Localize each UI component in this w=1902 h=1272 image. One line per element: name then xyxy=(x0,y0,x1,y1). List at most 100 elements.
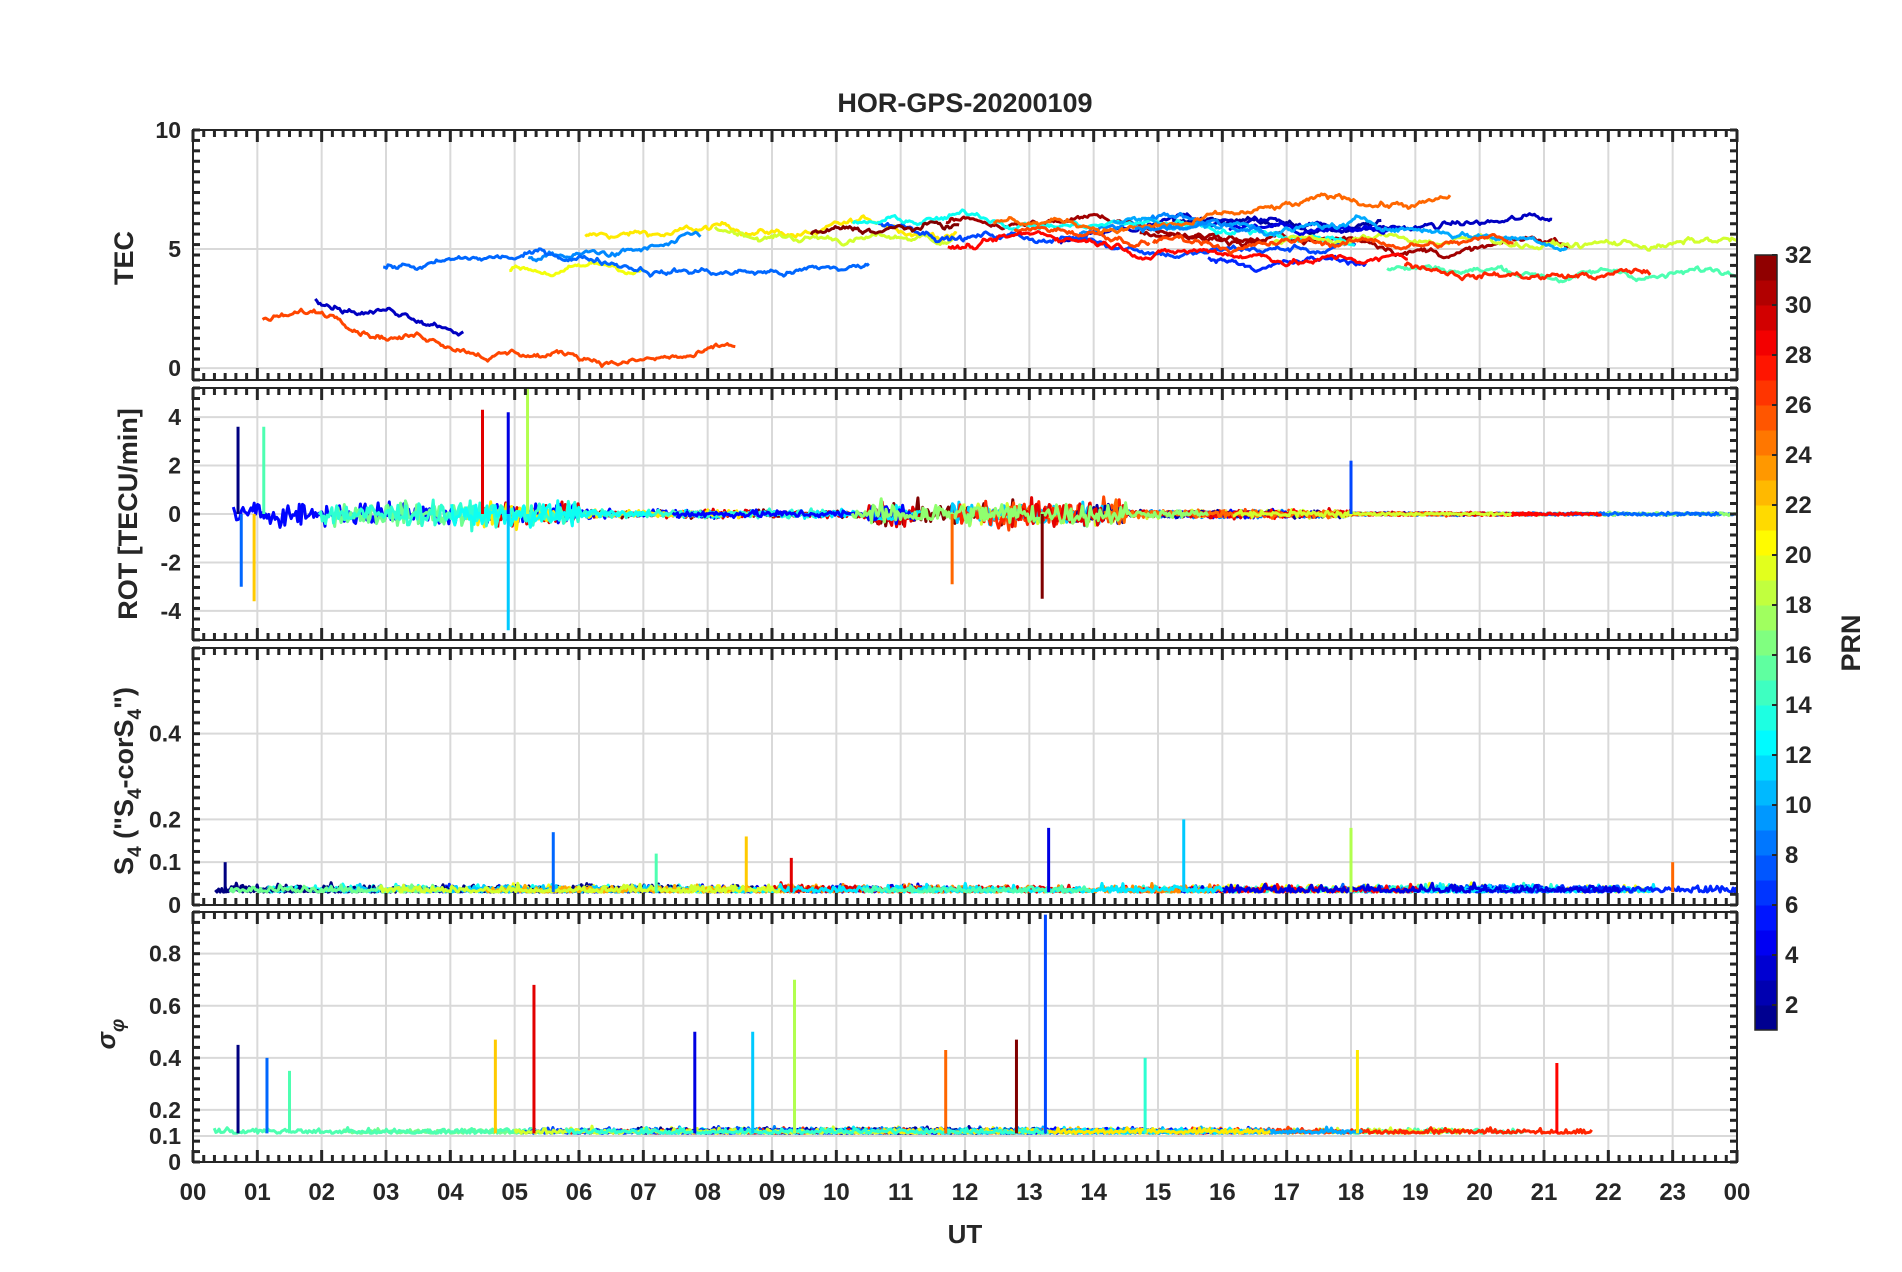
x-tick-label: 18 xyxy=(1338,1179,1365,1206)
y-tick-label: -4 xyxy=(161,598,182,624)
colorbar-segment xyxy=(1755,655,1777,681)
colorbar-segment xyxy=(1755,955,1777,981)
x-tick-label: 23 xyxy=(1659,1179,1686,1206)
prn-trace xyxy=(565,1125,1049,1135)
prn-trace xyxy=(945,212,1263,248)
colorbar-segment xyxy=(1755,780,1777,806)
y-tick-label: 10 xyxy=(155,117,181,143)
colorbar-segment xyxy=(1755,605,1777,631)
colorbar-segment xyxy=(1755,880,1777,906)
colorbar-tick-label: 16 xyxy=(1785,642,1812,669)
prn-trace xyxy=(1232,509,1513,519)
prn-trace xyxy=(874,1126,1271,1135)
colorbar-segment xyxy=(1755,530,1777,556)
prn-trace xyxy=(671,503,917,526)
y-axis-labels: TEC ROT [TECU/min] S4 ("S4-corS4") σφ xyxy=(91,231,146,1049)
colorbar-segment xyxy=(1755,280,1777,306)
colorbar-label: PRN xyxy=(1836,614,1866,671)
prn-trace xyxy=(809,220,960,236)
y-tick-label: 0.4 xyxy=(149,1045,181,1071)
x-tick-label: 15 xyxy=(1145,1179,1172,1206)
y-tick-label: 0.2 xyxy=(149,806,181,832)
x-tick-label: 06 xyxy=(566,1179,593,1206)
tec-y-label: TEC xyxy=(109,231,139,285)
x-tick-label: 10 xyxy=(823,1179,850,1206)
colorbar-segment xyxy=(1755,980,1777,1006)
x-tick-label: 00 xyxy=(180,1179,207,1206)
rot-panel: -4 -2 0 2 4 xyxy=(161,386,1739,642)
colorbar-segment xyxy=(1755,730,1777,756)
y-tick-label: 5 xyxy=(168,236,181,262)
y-tick-label: 0.1 xyxy=(149,849,181,875)
trace-group xyxy=(212,914,1593,1135)
x-tick-label: 11 xyxy=(888,1179,913,1206)
y-tick-label: 0.2 xyxy=(149,1097,181,1123)
y-tick-label: 0.1 xyxy=(149,1123,181,1149)
trace-group xyxy=(261,192,1738,369)
prn-trace xyxy=(713,225,956,247)
prn-trace xyxy=(1403,261,1652,282)
colorbar-tick-label: 24 xyxy=(1785,442,1812,469)
prn-trace xyxy=(450,499,654,529)
y-tick-label: 0.4 xyxy=(149,721,181,747)
prn-trace xyxy=(861,884,1092,894)
colorbar-segment xyxy=(1755,555,1777,581)
colorbar-segment xyxy=(1755,830,1777,856)
y-tick-label: 0 xyxy=(168,501,181,527)
x-tick-label: 17 xyxy=(1273,1179,1300,1206)
colorbar-segment xyxy=(1755,480,1777,506)
y-tick-label: 0 xyxy=(168,1149,181,1175)
trace-group xyxy=(214,819,1738,894)
x-tick-label: 21 xyxy=(1531,1179,1558,1206)
colorbar-segment xyxy=(1755,330,1777,356)
colorbar-segment xyxy=(1755,380,1777,406)
x-tick-label: 02 xyxy=(308,1179,335,1206)
x-tick-label: 01 xyxy=(244,1179,271,1206)
colorbar-segment xyxy=(1755,355,1777,381)
x-tick-label: 08 xyxy=(694,1179,721,1206)
rot-y-label: ROT [TECU/min] xyxy=(113,408,143,619)
x-tick-label: 16 xyxy=(1209,1179,1236,1206)
colorbar-segment xyxy=(1755,405,1777,431)
x-tick-label: 14 xyxy=(1080,1179,1107,1206)
x-tick-label: 19 xyxy=(1402,1179,1429,1206)
colorbar-tick-label: 28 xyxy=(1785,342,1812,369)
colorbar-tick-label: 30 xyxy=(1785,292,1812,319)
colorbar-segment xyxy=(1755,1005,1777,1031)
sigma-phi-panel: 00.10.2 0.4 0.6 0.8 xyxy=(149,910,1739,1175)
colorbar-segment xyxy=(1755,805,1777,831)
y-tick-label: 2 xyxy=(168,453,181,479)
s4-panel: 0 0.1 0.2 0.4 xyxy=(149,646,1739,918)
tec-panel: 0 5 10 xyxy=(155,117,1739,382)
x-tick-label: 22 xyxy=(1595,1179,1622,1206)
colorbar-tick-label: 18 xyxy=(1785,592,1812,619)
x-tick-label: 12 xyxy=(952,1179,979,1206)
colorbar-segment xyxy=(1755,430,1777,456)
prn-trace xyxy=(1399,1126,1593,1135)
colorbar-frame xyxy=(1754,254,1778,1031)
prn-trace xyxy=(261,307,736,369)
prn-trace xyxy=(314,297,465,337)
colorbar-segment xyxy=(1755,305,1777,331)
prn-trace xyxy=(383,247,870,278)
y-tick-label: -2 xyxy=(161,549,181,575)
y-tick-label: 0 xyxy=(168,892,181,918)
x-tick-labels: 00 01 02 03 04 05 06 07 08 09 10 11 12 13 14 15 16 17 18 19… xyxy=(180,1179,1751,1206)
colorbar-segment xyxy=(1755,680,1777,706)
x-tick-label: 09 xyxy=(759,1179,786,1206)
colorbar-segment xyxy=(1755,905,1777,931)
colorbar-segment xyxy=(1755,255,1777,281)
y-tick-label: 0.6 xyxy=(149,993,181,1019)
prn-trace xyxy=(378,881,782,894)
prn-trace xyxy=(993,192,1452,235)
x-tick-label: 00 xyxy=(1724,1179,1751,1206)
colorbar-segment xyxy=(1755,705,1777,731)
sigma-phi-y-label: σφ xyxy=(91,1019,129,1050)
x-tick-label: 05 xyxy=(501,1179,528,1206)
prn-trace xyxy=(1151,233,1514,256)
x-tick-label: 13 xyxy=(1016,1179,1043,1206)
colorbar-tick-label: 26 xyxy=(1785,392,1812,419)
colorbar-segment xyxy=(1755,630,1777,656)
colorbar-tick-label: 6 xyxy=(1785,892,1798,919)
